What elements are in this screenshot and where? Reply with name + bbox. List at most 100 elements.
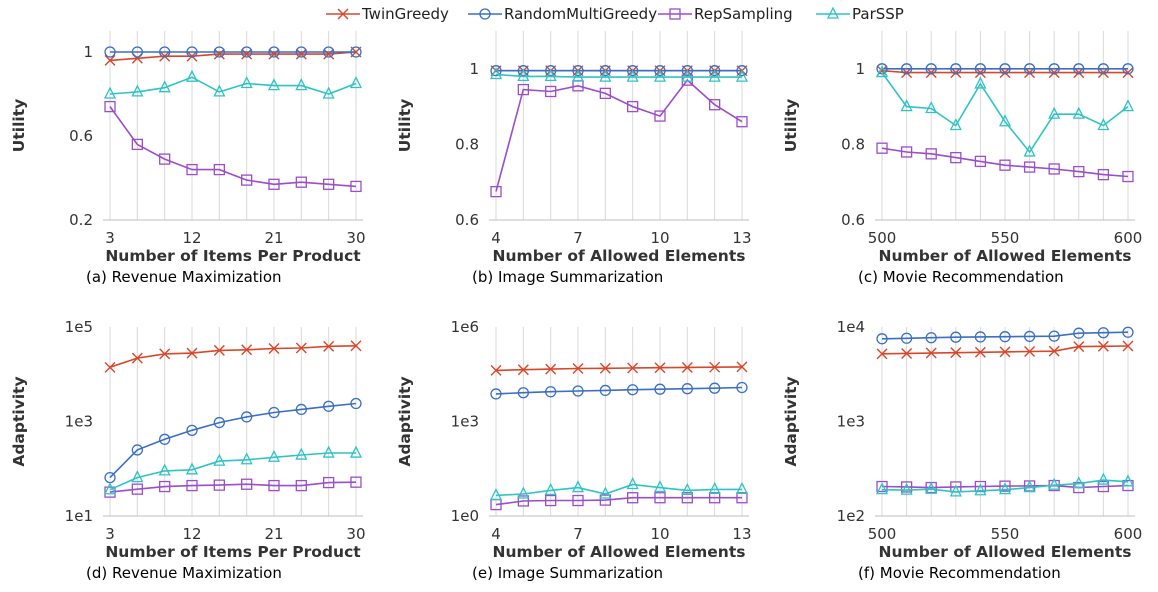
data-point-repsampling <box>268 178 280 190</box>
data-point-randommultigreedy <box>999 63 1011 75</box>
data-point-parssp <box>735 69 749 82</box>
data-point-parssp <box>998 482 1012 495</box>
x-tick-label: 10 <box>650 229 669 247</box>
data-point-randommultigreedy <box>1023 330 1036 343</box>
data-point-randommultigreedy <box>654 65 666 77</box>
x-tick-label: 12 <box>182 525 201 543</box>
series-repsampling <box>104 100 362 193</box>
data-point-repsampling <box>295 479 307 492</box>
series-parssp <box>103 445 363 495</box>
data-point-parssp <box>267 78 281 91</box>
data-point-repsampling <box>104 486 116 498</box>
data-point-twingreedy <box>709 361 721 373</box>
data-point-parssp <box>708 481 721 495</box>
series-randommultigreedy <box>876 63 1134 75</box>
series-line-randommultigreedy <box>881 331 1129 340</box>
data-point-repsampling <box>627 100 639 113</box>
data-point-parssp <box>900 482 913 495</box>
series-twingreedy <box>490 361 748 376</box>
caption-a: (a) Revenue Maximization <box>86 268 282 286</box>
data-point-twingreedy <box>186 347 198 359</box>
data-point-randommultigreedy <box>295 403 307 416</box>
y-tick-label: 1e3 <box>837 413 865 431</box>
legend-label: RepSampling <box>694 5 793 23</box>
data-point-randommultigreedy <box>213 46 225 58</box>
panel-e: 1e0 1e3 1e6 4 7 10 13 Number of Allowed Element… <box>386 296 772 592</box>
data-point-twingreedy <box>627 362 639 374</box>
data-point-repsampling <box>268 479 280 492</box>
data-point-repsampling <box>159 153 171 165</box>
series-line-repsampling <box>495 78 743 192</box>
series-randommultigreedy <box>104 46 362 58</box>
data-point-parssp <box>489 67 503 80</box>
data-point-parssp <box>131 470 144 483</box>
data-point-randommultigreedy <box>950 331 962 343</box>
data-point-twingreedy <box>681 361 693 373</box>
data-point-randommultigreedy <box>490 65 502 77</box>
data-point-randommultigreedy <box>1122 63 1134 75</box>
data-point-parssp <box>544 68 557 82</box>
data-point-parssp <box>735 481 749 495</box>
x-tick-label: 7 <box>573 525 583 543</box>
x-tick-label: 550 <box>991 229 1020 247</box>
data-point-twingreedy <box>599 362 611 374</box>
data-point-randommultigreedy <box>104 46 116 58</box>
data-point-repsampling <box>1122 170 1134 183</box>
data-point-twingreedy <box>950 347 962 359</box>
data-point-twingreedy <box>1122 340 1134 352</box>
data-point-twingreedy <box>1073 341 1085 353</box>
data-point-twingreedy <box>213 48 225 60</box>
data-point-randommultigreedy <box>268 46 280 58</box>
y-axis-label: Utility <box>396 99 414 152</box>
series-line-parssp <box>881 72 1129 154</box>
data-point-parssp <box>267 449 281 462</box>
data-point-twingreedy <box>1097 340 1109 352</box>
data-point-parssp <box>681 482 694 496</box>
y-tick-label: 1e3 <box>451 413 479 431</box>
caption-e: (e) Image Summarization <box>472 564 664 582</box>
data-point-parssp <box>185 69 199 82</box>
y-axis-label: Utility <box>10 99 28 152</box>
data-point-twingreedy <box>323 340 335 352</box>
x-tick-label: 13 <box>732 229 751 247</box>
data-point-randommultigreedy <box>350 397 362 410</box>
x-axis-label: Number of Allowed Elements <box>879 543 1132 561</box>
y-axis-label: Adaptivity <box>782 376 800 466</box>
data-point-repsampling <box>999 480 1011 492</box>
data-point-twingreedy <box>517 364 529 376</box>
series-repsampling <box>490 74 748 198</box>
data-point-parssp <box>295 447 308 460</box>
data-point-repsampling <box>925 148 937 160</box>
data-point-repsampling <box>323 476 335 489</box>
data-point-twingreedy <box>490 364 502 376</box>
data-point-twingreedy <box>901 347 913 359</box>
y-axis-label: Adaptivity <box>396 376 414 466</box>
x-tick-label: 500 <box>868 525 897 543</box>
data-point-parssp <box>1097 472 1110 485</box>
data-point-repsampling <box>545 494 557 507</box>
data-point-twingreedy <box>545 363 557 375</box>
chart-legend: TwinGreedy RandomMultiGreedy RepSampling Pa… <box>326 5 904 23</box>
data-point-randommultigreedy <box>709 382 721 394</box>
data-point-repsampling <box>999 159 1011 171</box>
data-point-parssp <box>103 86 117 99</box>
data-point-twingreedy <box>131 352 143 364</box>
data-point-twingreedy <box>213 344 225 356</box>
y-tick-label: 1e5 <box>65 318 93 336</box>
data-point-parssp <box>517 68 530 82</box>
data-point-parssp <box>349 445 363 458</box>
y-tick-label: 0.2 <box>69 211 93 229</box>
data-point-repsampling <box>295 176 307 188</box>
x-tick-label: 600 <box>1114 525 1143 543</box>
data-point-parssp <box>131 84 144 97</box>
data-point-parssp <box>974 76 987 89</box>
data-point-randommultigreedy <box>159 433 171 445</box>
data-point-parssp <box>1121 474 1135 487</box>
series-parssp <box>489 67 749 82</box>
series-line-twingreedy <box>109 51 357 62</box>
data-point-randommultigreedy <box>654 383 666 395</box>
series-line-randommultigreedy <box>495 386 743 395</box>
data-point-randommultigreedy <box>627 384 639 396</box>
